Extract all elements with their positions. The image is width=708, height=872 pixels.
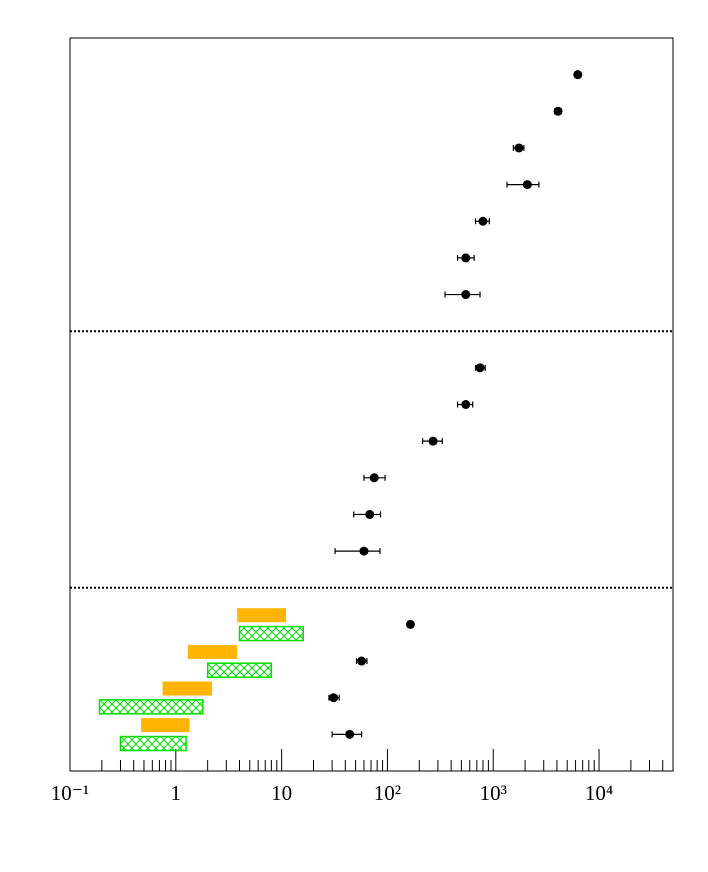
hatched-range bbox=[238, 625, 304, 642]
point bbox=[461, 253, 471, 263]
hatched-range bbox=[98, 699, 204, 715]
range-bar bbox=[187, 644, 238, 659]
hatched-range bbox=[206, 662, 273, 678]
point bbox=[514, 143, 524, 153]
x-tick-label: 10³ bbox=[480, 781, 507, 805]
error-bar bbox=[334, 548, 381, 555]
range-bar bbox=[162, 681, 213, 696]
point bbox=[359, 546, 369, 556]
x-tick-label: 10² bbox=[374, 781, 401, 805]
point bbox=[461, 290, 471, 300]
range-bar bbox=[141, 718, 190, 733]
point bbox=[522, 180, 532, 190]
hatched-range bbox=[119, 735, 187, 752]
x-tick-label: 10⁴ bbox=[585, 781, 613, 805]
point bbox=[573, 70, 583, 80]
point bbox=[478, 216, 488, 226]
point bbox=[405, 619, 415, 629]
point bbox=[475, 363, 485, 373]
point bbox=[357, 656, 367, 666]
x-tick-label: 10⁻¹ bbox=[51, 781, 89, 805]
point bbox=[329, 693, 339, 703]
point bbox=[428, 436, 438, 446]
point bbox=[461, 400, 471, 409]
x-tick-label: 10 bbox=[271, 781, 292, 805]
x-tick-label: 1 bbox=[171, 781, 182, 805]
point bbox=[365, 509, 375, 519]
point bbox=[553, 106, 563, 116]
point bbox=[369, 473, 379, 483]
plot-frame bbox=[69, 37, 674, 772]
point bbox=[345, 729, 355, 739]
range-bar bbox=[237, 608, 286, 623]
